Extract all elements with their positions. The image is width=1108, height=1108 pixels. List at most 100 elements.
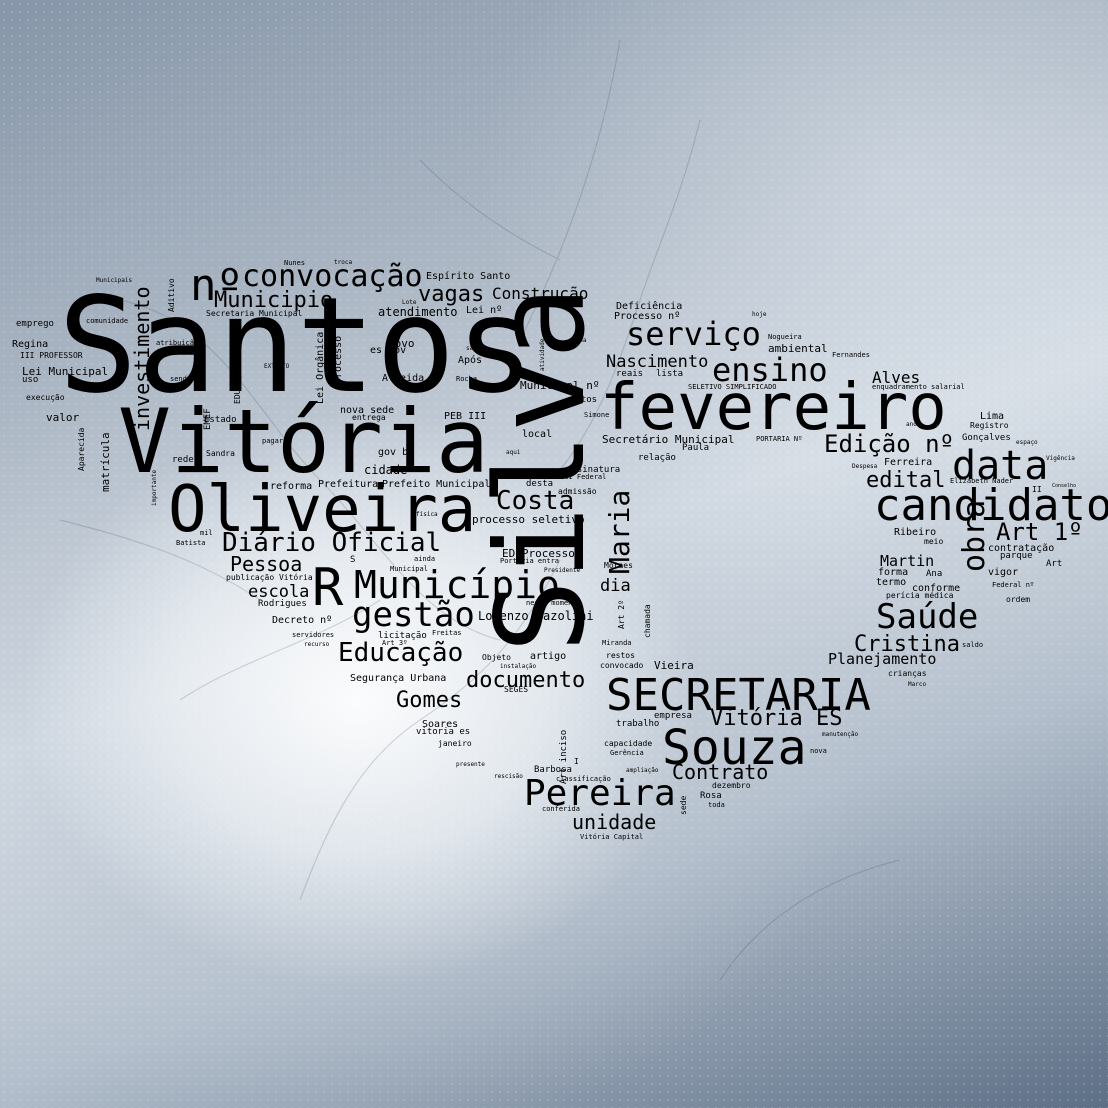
word: Gerência <box>610 749 644 757</box>
word: aqui <box>506 449 521 456</box>
word: S <box>350 555 356 565</box>
word: PEB III <box>444 411 487 422</box>
word: Saúde <box>876 597 979 637</box>
word: Vitória Capital <box>580 833 644 841</box>
word: presente <box>456 761 485 768</box>
word: Lei Municipal <box>22 365 109 378</box>
word: parque <box>1000 551 1033 561</box>
word: crianças <box>888 669 927 678</box>
word: Moraes <box>604 561 633 570</box>
word: Construção <box>492 284 589 303</box>
word: gestão <box>352 595 475 635</box>
word: conferida <box>542 805 580 813</box>
word: vitoria es <box>416 727 471 737</box>
word: sala <box>466 345 481 352</box>
word: es gov <box>370 345 407 356</box>
word: III PROFESSOR <box>20 351 83 360</box>
word: Art 3º <box>382 639 408 647</box>
word: I <box>574 757 579 766</box>
word: Pessoa <box>230 552 303 576</box>
word: cidade <box>364 463 408 477</box>
word: forma <box>878 567 909 578</box>
word: Batista <box>176 539 206 547</box>
word: atividade <box>539 338 546 371</box>
word: Sandra <box>206 449 235 458</box>
word: Almeida <box>382 373 425 384</box>
word: empresa <box>654 711 692 721</box>
word: valor <box>46 411 80 424</box>
word: Objeto <box>482 653 511 662</box>
word: Simone <box>584 411 610 419</box>
word: Art <box>1046 559 1063 569</box>
word: Costa <box>496 486 575 516</box>
word: ambiental <box>768 342 828 355</box>
word: Processo <box>333 335 344 384</box>
word: uso <box>22 375 39 385</box>
word: SECRETARIA <box>606 670 871 721</box>
word: chamada <box>643 604 652 638</box>
word: Secretário Municipal <box>602 433 735 446</box>
word: Souza <box>662 720 807 776</box>
word: ED Processo <box>502 547 575 560</box>
word: ordem <box>1006 595 1031 604</box>
word: espaço <box>1016 439 1038 446</box>
word: Despesa <box>852 463 878 470</box>
word: Ferreira <box>884 457 933 468</box>
word: enquadramento salarial <box>872 383 965 391</box>
word: investimento <box>130 286 154 432</box>
word: Rosa <box>700 791 722 801</box>
word: candidato <box>874 480 1108 531</box>
word: servidores <box>292 631 335 639</box>
word: gov br <box>378 447 415 458</box>
word: Martin <box>880 552 935 570</box>
word: Art 2º <box>617 600 626 629</box>
word: entrega <box>352 413 386 422</box>
word: Gonçalves <box>962 433 1011 443</box>
word: Diário Oficial <box>222 528 442 558</box>
word: Barbosa <box>534 765 572 775</box>
word: novo <box>388 337 415 350</box>
word: local <box>522 429 553 440</box>
word: Vitória <box>118 390 489 493</box>
word: escola <box>248 582 310 602</box>
word: Município <box>354 563 560 607</box>
word: neste momento <box>526 599 581 607</box>
word: sede <box>679 795 688 815</box>
word: pagar <box>262 437 284 445</box>
word: Planejamento <box>828 650 937 668</box>
word: emprego <box>16 319 54 329</box>
word: execução <box>26 393 65 402</box>
word: autos <box>570 395 598 405</box>
word: Gomes <box>396 688 463 713</box>
word: Ana <box>926 569 943 579</box>
word: Prefeito Municipal <box>382 479 491 490</box>
word: Art inciso <box>559 729 569 784</box>
word: unidade <box>572 810 657 834</box>
word: conforme <box>912 583 961 594</box>
word: publicação Vitória <box>226 573 313 582</box>
word: perícia médica <box>886 591 954 600</box>
word: dia <box>600 576 631 596</box>
word: reforma <box>270 481 313 492</box>
word: ainda <box>414 555 436 563</box>
word: Nunes <box>284 259 306 267</box>
word: ensino <box>712 351 828 389</box>
word: Aditivo <box>167 278 176 312</box>
word: Rocha <box>456 375 478 383</box>
word: nova sede <box>340 405 395 416</box>
word: vigor <box>988 567 1019 578</box>
word: sendo <box>170 375 192 383</box>
word: Presidente <box>544 567 581 574</box>
word: Soares <box>422 719 459 730</box>
word: convocado <box>600 661 644 670</box>
word: Elizabeth Nader <box>950 477 1014 485</box>
word: desta <box>526 479 554 489</box>
word: Prefeitura <box>318 479 379 490</box>
word: SEGES <box>504 685 529 694</box>
word: contratação <box>988 543 1055 554</box>
word: Deficiência <box>616 301 683 312</box>
word: obra <box>957 499 992 572</box>
word: Estado <box>204 415 237 425</box>
word: Vigência <box>1046 455 1075 462</box>
word: Registro <box>970 421 1009 430</box>
